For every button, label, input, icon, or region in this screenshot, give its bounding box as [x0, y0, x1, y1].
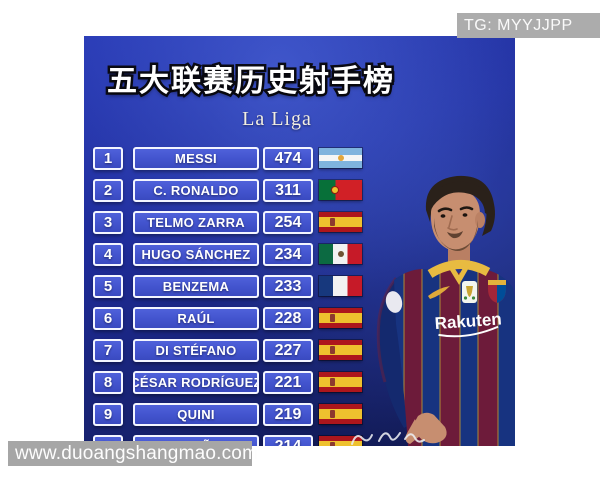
goals-cell: 228: [263, 307, 313, 330]
table-row: 9 QUINI 219: [93, 403, 362, 426]
goals-cell: 227: [263, 339, 313, 362]
player-name-cell: QUINI: [133, 403, 259, 426]
rank-cell: 8: [93, 371, 123, 394]
flag-icon: [319, 372, 362, 392]
svg-text:Rakuten: Rakuten: [434, 309, 502, 333]
player-name-cell: DI STÉFANO: [133, 339, 259, 362]
rank-cell: 2: [93, 179, 123, 202]
table-row: 6 RAÚL 228: [93, 307, 362, 330]
table-row: 8 CÉSAR RODRÍGUEZ 221: [93, 371, 362, 394]
goals-cell: 254: [263, 211, 313, 234]
rank-cell: 4: [93, 243, 123, 266]
barcelona-crest-icon: [488, 280, 506, 303]
signature-scribble-icon: [351, 432, 425, 445]
messi-head: [425, 175, 495, 251]
messi-hand: [405, 412, 447, 444]
rank-cell: 7: [93, 339, 123, 362]
table-row: 3 TELMO ZARRA 254: [93, 211, 362, 234]
goals-cell: 474: [263, 147, 313, 170]
rank-cell: 3: [93, 211, 123, 234]
goals-cell: 214: [263, 435, 313, 446]
player-name-cell: CÉSAR RODRÍGUEZ: [133, 371, 259, 394]
rank-cell: 1: [93, 147, 123, 170]
jersey-sponsor-text: Rakuten: [434, 309, 502, 338]
table-row: 7 DI STÉFANO 227: [93, 339, 362, 362]
flag-icon: [319, 340, 362, 360]
table-row: 4 HUGO SÁNCHEZ 234: [93, 243, 362, 266]
scorers-table: 1 MESSI 474 2 C. RONALDO 311 3 TELMO ZAR…: [93, 147, 362, 446]
flag-icon: [319, 404, 362, 424]
goals-cell: 219: [263, 403, 313, 426]
league-subtitle: La Liga: [242, 108, 312, 130]
player-name-cell: RAÚL: [133, 307, 259, 330]
flag-icon: [319, 180, 362, 200]
table-row: 1 MESSI 474: [93, 147, 362, 170]
flag-icon: [319, 212, 362, 232]
poster-title: 五大联赛历史射手榜: [105, 63, 396, 101]
player-name-cell: MESSI: [133, 147, 259, 170]
player-name-cell: BENZEMA: [133, 275, 259, 298]
table-row: 5 BENZEMA 233: [93, 275, 362, 298]
table-row: 2 C. RONALDO 311: [93, 179, 362, 202]
messi-photo: Rakuten: [376, 175, 515, 446]
nike-swoosh-icon: [428, 286, 450, 299]
flag-icon: [319, 308, 362, 328]
rank-cell: 9: [93, 403, 123, 426]
goals-cell: 311: [263, 179, 313, 202]
site-watermark: www.duoangshangmao.com: [8, 441, 258, 466]
player-name-cell: TELMO ZARRA: [133, 211, 259, 234]
flag-icon: [319, 436, 362, 446]
telegram-watermark: TG: MYYJJPP: [457, 13, 600, 38]
player-name-cell: C. RONALDO: [133, 179, 259, 202]
goals-cell: 234: [263, 243, 313, 266]
poster: 五大联赛历史射手榜 La Liga 1 MESSI 474 2 C. RONAL…: [84, 36, 515, 446]
rank-cell: 5: [93, 275, 123, 298]
goals-cell: 221: [263, 371, 313, 394]
flag-icon: [319, 276, 362, 296]
player-name-cell: HUGO SÁNCHEZ: [133, 243, 259, 266]
rank-cell: 6: [93, 307, 123, 330]
flag-icon: [319, 148, 362, 168]
laliga-sleeve-patch-icon: [385, 291, 403, 313]
flag-icon: [319, 244, 362, 264]
goals-cell: 233: [263, 275, 313, 298]
